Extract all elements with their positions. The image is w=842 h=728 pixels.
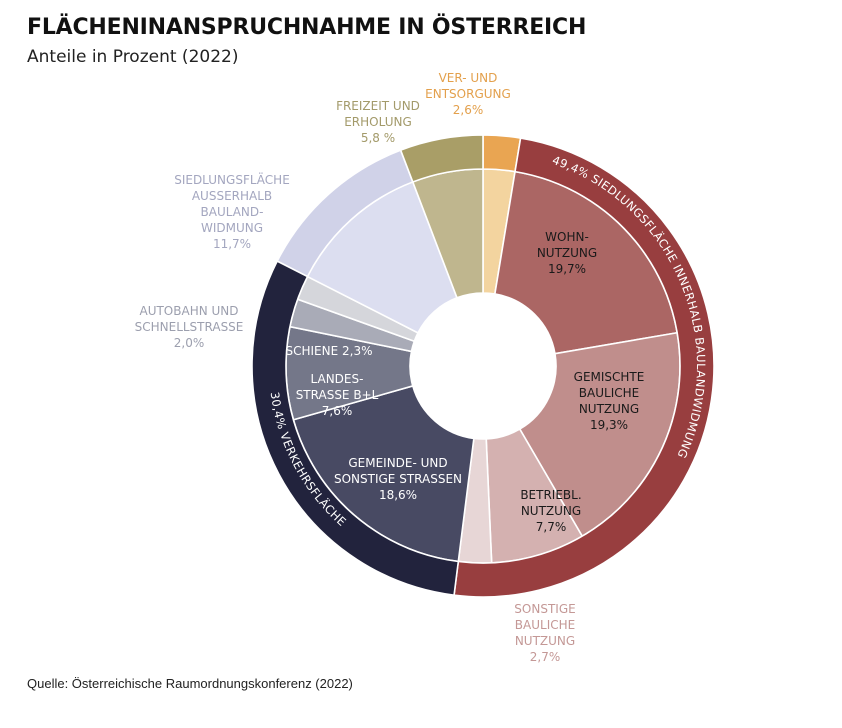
label-sonstige: SONSTIGE BAULICHE NUTZUNG 2,7% xyxy=(514,602,575,664)
label-betriebl: BETRIEBL. NUTZUNG 7,7% xyxy=(520,488,581,534)
label-gemischte: GEMISCHTE BAULICHE NUTZUNG 19,3% xyxy=(574,370,645,432)
chart-subtitle: Anteile in Prozent (2022) xyxy=(27,47,239,67)
label-freizeit-und: FREIZEIT UND ERHOLUNG 5,8 % xyxy=(336,99,420,145)
outer-band-freizeit-und xyxy=(399,134,484,183)
label-autobahn-und: AUTOBAHN UND SCHNELLSTRASSE 2,0% xyxy=(135,304,244,350)
slice-labels: VER- UND ENTSORGUNG 2,6% WOHN-NUTZUNG 19,7% G… xyxy=(135,71,645,664)
label-landes: LANDES-STRASSE B+L 7,6% xyxy=(296,372,379,418)
chart-title: FLÄCHENINANSPRUCHNAHME IN ÖSTERREICH xyxy=(27,15,587,40)
outer-ring xyxy=(251,134,715,598)
outer-band-ver-und xyxy=(482,134,522,173)
label-siedlungsflaeche: SIEDLUNGSFLÄCHE AUSSERHALB BAULAND-WIDMUNG… xyxy=(174,172,290,251)
label-wohn: WOHN-NUTZUNG 19,7% xyxy=(537,230,597,276)
label-schiene-2-3: SCHIENE 2,3% xyxy=(286,344,373,358)
label-ver-und: VER- UND ENTSORGUNG 2,6% xyxy=(425,71,511,117)
chart-source: Quelle: Österreichische Raumordnungskonf… xyxy=(27,676,353,691)
group-band-verkehr xyxy=(251,260,460,597)
label-gemeinde-und: GEMEINDE- UND SONSTIGE STRASSEN 18,6% xyxy=(334,456,462,502)
inner-ring xyxy=(285,168,681,564)
